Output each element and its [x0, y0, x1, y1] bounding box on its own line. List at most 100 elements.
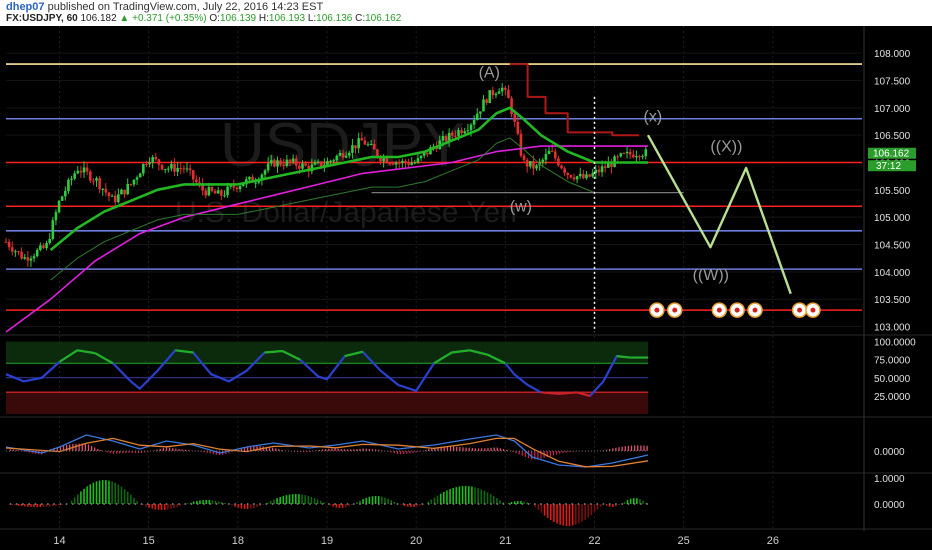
projection-path — [646, 134, 792, 295]
candle-body — [26, 257, 30, 261]
candle-body — [151, 157, 154, 163]
histogram-panel[interactable] — [6, 480, 649, 526]
candle-body — [507, 89, 510, 99]
candle-body — [251, 176, 254, 183]
candle-body — [195, 179, 198, 183]
zero-dot — [490, 503, 492, 505]
open-label: O: — [209, 13, 220, 24]
zero-dot — [240, 503, 243, 505]
candle-body — [7, 241, 11, 248]
chart-canvas[interactable]: USDJPY U.S. Dollar/Japanese Yen 14 15 18 19… — [0, 26, 932, 550]
price-panel[interactable] — [4, 63, 862, 333]
zero-dot — [302, 503, 305, 505]
candle-body — [585, 174, 588, 179]
wave-label-a: (A) — [479, 65, 500, 82]
candle-body — [560, 165, 563, 169]
candle-body — [491, 90, 495, 96]
candle-body — [572, 177, 576, 180]
candle-body — [607, 162, 610, 168]
candle-body — [54, 212, 58, 221]
candle-body — [616, 156, 619, 158]
candle-body — [179, 167, 183, 169]
candle-body — [525, 159, 529, 167]
candle-body — [419, 155, 423, 159]
zero-dot — [90, 503, 93, 505]
candle-body — [488, 90, 492, 103]
watermark-name: U.S. Dollar/Japanese Yen — [175, 196, 517, 229]
candle-body — [291, 158, 295, 162]
candle-body — [257, 180, 261, 183]
candle-body — [326, 161, 329, 165]
candle-body — [113, 195, 117, 203]
candle-body — [341, 152, 345, 158]
symbol-label[interactable]: FX:USDJPY, 60 — [6, 13, 78, 24]
zero-dot — [34, 503, 37, 505]
zero-dot — [153, 503, 155, 505]
zero-dot — [128, 503, 130, 505]
candle-body — [569, 175, 573, 178]
candle-body — [625, 151, 629, 154]
candle-body — [110, 195, 114, 197]
candle-body — [17, 251, 20, 253]
candle-body — [638, 155, 641, 157]
candle-body — [238, 186, 242, 189]
candle-body — [45, 243, 48, 249]
zero-dot — [277, 503, 280, 505]
candle-body — [410, 162, 414, 165]
candle-body — [235, 187, 239, 189]
x-tick-22: 22 — [588, 535, 600, 547]
zero-dot — [483, 503, 486, 505]
candle-body — [447, 132, 451, 142]
close-value: 106.162 — [365, 13, 402, 24]
x-tick-18: 18 — [232, 535, 244, 547]
zero-dot — [134, 503, 137, 505]
countdown-badge — [868, 160, 916, 172]
lower-band-line — [50, 137, 648, 281]
candle-body — [619, 153, 623, 157]
candle-body — [422, 152, 426, 156]
candle-body — [185, 168, 189, 170]
zero-dot — [103, 503, 105, 505]
candle-body — [354, 145, 357, 149]
zero-dot — [15, 503, 18, 505]
price-tick: 107.500 — [874, 76, 911, 87]
zero-dot — [633, 503, 636, 505]
zero-dot — [252, 503, 255, 505]
overbought-band — [6, 341, 648, 364]
time-axis[interactable]: 14 15 18 19 20 21 22 25 26 — [53, 535, 779, 547]
candle-body — [95, 178, 98, 181]
candle-body — [132, 179, 136, 185]
stoch-segment — [576, 391, 591, 397]
candle-body — [145, 164, 148, 166]
candle-body — [98, 178, 101, 190]
zero-dot — [477, 503, 480, 505]
hist-tick: 1.0000 — [874, 474, 905, 485]
zero-dot — [321, 503, 324, 505]
event-flag-dot — [810, 307, 816, 313]
stochastic-panel[interactable] — [5, 341, 648, 414]
event-flag-dot — [716, 307, 722, 313]
candle-body — [360, 138, 364, 141]
zero-dot — [365, 503, 368, 505]
author-link[interactable]: dhep07 — [6, 1, 45, 13]
candle-body — [544, 154, 548, 160]
candle-body — [282, 164, 286, 166]
zero-dot — [452, 503, 455, 505]
macd-panel[interactable] — [5, 434, 649, 468]
zero-dot — [415, 503, 418, 505]
event-flag-dot — [752, 307, 758, 313]
price-badges: 106.162 37:12 — [868, 147, 916, 172]
change-value: +0.371 (+0.35%) — [132, 13, 207, 24]
candle-body — [204, 190, 208, 196]
zero-dot — [384, 503, 386, 505]
hist-tick: 0.0000 — [874, 500, 905, 511]
candle-body — [557, 158, 560, 166]
candle-body — [88, 171, 92, 181]
candle-body — [469, 124, 473, 131]
candle-body — [610, 162, 613, 168]
stoch-segment — [616, 355, 631, 359]
zero-dot — [371, 503, 374, 505]
zero-dot — [284, 503, 286, 505]
zero-dot — [377, 503, 380, 505]
candle-body — [338, 152, 342, 156]
